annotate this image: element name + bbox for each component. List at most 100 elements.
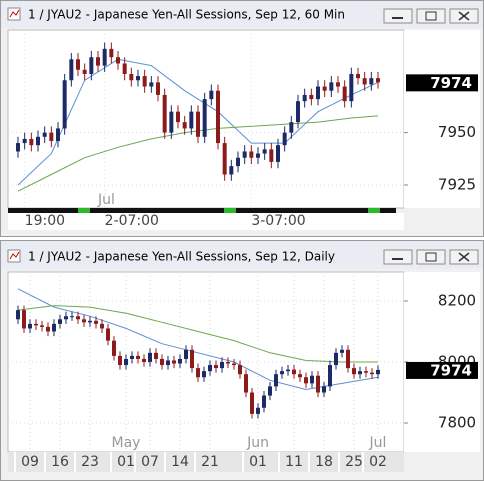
candle-body	[242, 151, 247, 158]
candle-body	[89, 57, 94, 74]
candle-body	[28, 323, 32, 329]
candle-body	[52, 323, 56, 332]
candle-body	[304, 377, 308, 384]
candle-body	[364, 371, 368, 373]
candle-body	[209, 90, 214, 100]
candle-body	[16, 310, 20, 320]
candle-body	[214, 365, 218, 369]
candle-body	[296, 101, 300, 123]
moving-average	[17, 58, 379, 186]
candle-body	[176, 111, 180, 123]
candle-body	[189, 111, 194, 129]
candle-body	[202, 99, 207, 137]
restore-button[interactable]	[416, 249, 446, 265]
candle-body	[162, 94, 167, 133]
month-label: Jul	[369, 435, 387, 451]
candle-body	[182, 122, 187, 129]
candle-body	[292, 369, 296, 375]
candle-body	[196, 111, 200, 137]
icon	[7, 7, 21, 21]
candle-body	[178, 358, 182, 364]
candle-body	[196, 368, 200, 378]
candle-body	[46, 326, 50, 332]
candle-body	[56, 128, 60, 141]
candle-body	[62, 80, 67, 129]
candle-body	[109, 48, 114, 58]
month-label: May	[112, 435, 141, 451]
session-marker	[78, 208, 90, 213]
candle-body	[136, 355, 140, 359]
candle-body	[250, 392, 254, 414]
x-tick-label: 14	[171, 454, 189, 470]
candle-body	[122, 63, 127, 74]
candle-body	[156, 82, 160, 95]
moving-average	[17, 305, 378, 363]
candle-body	[136, 76, 140, 81]
x-tick-label: 01	[117, 454, 135, 470]
candle-body	[236, 157, 240, 167]
candle-body	[16, 143, 20, 152]
candle-body	[268, 386, 272, 396]
candle-body	[256, 407, 260, 414]
candle-body	[96, 57, 100, 66]
y-tick-label: 7950	[438, 123, 476, 141]
candle-body	[328, 365, 332, 387]
moving-average	[17, 115, 379, 192]
candle-body	[349, 73, 354, 102]
candle-body	[249, 151, 254, 158]
candle-body	[100, 323, 104, 329]
minimize-button[interactable]	[383, 249, 413, 265]
month-label: Jun	[246, 435, 269, 451]
candle-body	[329, 82, 334, 91]
candle-body	[346, 349, 350, 369]
x-tick-label: 07	[141, 454, 159, 470]
x-tick-label: 18	[315, 454, 333, 470]
candle-body	[129, 73, 134, 81]
candle-body	[229, 166, 234, 175]
candle-body	[22, 310, 26, 329]
candle-body	[29, 138, 34, 146]
restore-glyph	[425, 11, 437, 21]
candle-body	[274, 374, 278, 387]
x-tick-label: 19:00	[25, 213, 65, 229]
candle-body	[202, 371, 206, 378]
candle-body	[309, 94, 314, 100]
candle-body	[376, 369, 380, 375]
candle-body	[76, 316, 80, 320]
x-tick-label: 01	[249, 454, 267, 470]
candle-body	[352, 368, 356, 375]
restore-button[interactable]	[416, 8, 446, 24]
minimize-button[interactable]	[383, 8, 413, 24]
candle-body	[112, 340, 116, 356]
candle-body	[154, 352, 158, 359]
x-tick-label: 11	[285, 454, 303, 470]
candle-body	[362, 78, 367, 85]
candle-body	[22, 138, 27, 144]
candle-body	[316, 86, 320, 100]
candle-body	[238, 365, 242, 375]
candle-body	[342, 86, 347, 102]
candle-body	[76, 59, 80, 70]
x-tick-label: 23	[81, 454, 99, 470]
close-glyph	[458, 11, 470, 21]
candle-body	[130, 355, 134, 359]
candle-body	[49, 132, 54, 141]
candle-body	[142, 358, 146, 362]
last-price-label: 7974	[430, 74, 472, 92]
candle-body	[40, 325, 44, 327]
candle-body	[116, 57, 120, 64]
candle-body	[36, 136, 40, 146]
candle-body	[286, 369, 290, 372]
candle-body	[184, 349, 188, 359]
candle-body	[208, 365, 212, 372]
candle-body	[302, 94, 307, 102]
x-tick-label: 09	[21, 454, 39, 470]
icon-line	[9, 251, 20, 260]
candle-body	[298, 374, 302, 378]
candle-body	[190, 349, 194, 369]
candle-body	[222, 143, 227, 175]
close-glyph	[458, 252, 470, 262]
candle-body	[282, 132, 287, 146]
